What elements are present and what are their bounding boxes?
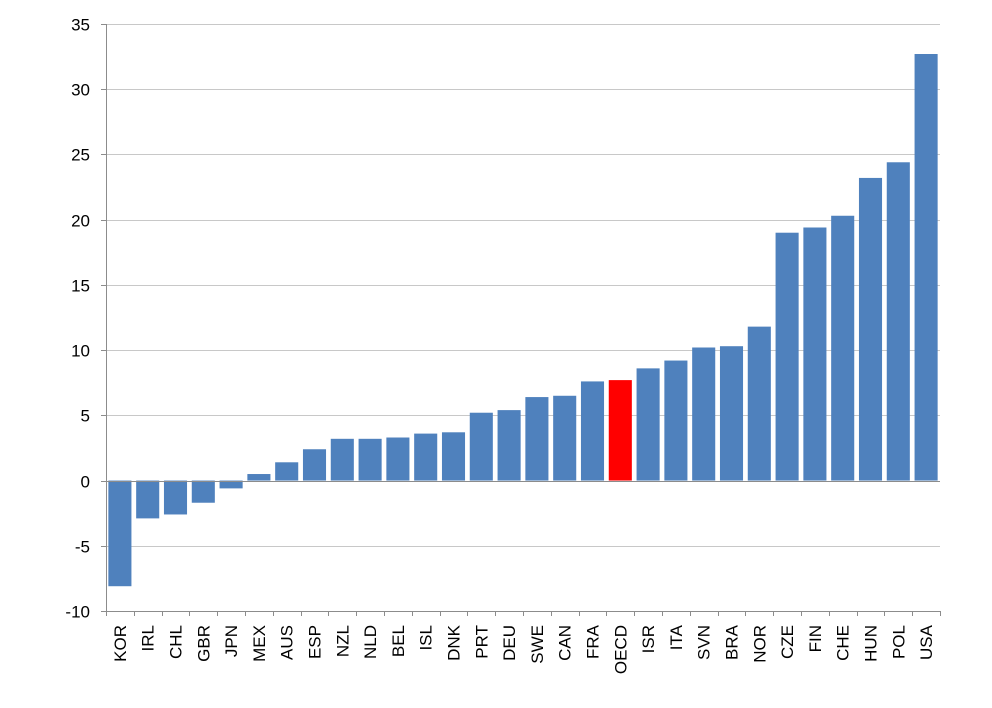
x-category-label: OECD — [611, 625, 630, 674]
x-category-label: CHE — [834, 625, 853, 661]
bar-hun — [858, 177, 883, 481]
grid-lines — [106, 24, 940, 612]
x-category-label: ESP — [306, 625, 325, 659]
bar-chl — [163, 480, 188, 515]
axes — [101, 24, 941, 616]
x-category-label: NZL — [333, 625, 352, 657]
bar-swe — [525, 397, 549, 481]
x-category-label: FIN — [806, 625, 825, 652]
bar-esp — [302, 449, 327, 481]
x-category-label: POL — [889, 625, 908, 659]
x-category-label: ISR — [639, 625, 658, 653]
y-tick-label: -10 — [65, 603, 90, 622]
y-tick-label: -5 — [75, 538, 90, 557]
bar-oecd — [608, 380, 632, 481]
y-tick-label: 5 — [81, 407, 90, 426]
bar-ita — [664, 360, 688, 481]
bar-bel — [386, 437, 410, 481]
bar-usa — [914, 54, 938, 481]
x-category-label: ISL — [417, 625, 436, 651]
x-category-label: BEL — [389, 625, 408, 657]
x-category-label: CZE — [778, 625, 797, 659]
bar-nld — [358, 438, 382, 481]
x-category-label: NLD — [361, 625, 380, 659]
x-category-label: IRL — [139, 625, 158, 651]
y-tick-label: 20 — [71, 212, 90, 231]
bar-can — [553, 395, 577, 481]
bar-gbr — [191, 480, 215, 503]
x-category-label: CAN — [556, 625, 575, 661]
bar-nzl — [330, 438, 354, 481]
bar-bra — [719, 346, 744, 481]
bar-isl — [414, 433, 438, 481]
y-tick-label: 30 — [71, 81, 90, 100]
x-category-label: JPN — [222, 625, 241, 657]
bar-isr — [636, 368, 660, 481]
x-category-label: SVN — [695, 625, 714, 660]
bar-kor — [108, 480, 132, 587]
y-tick-label: 25 — [71, 146, 90, 165]
y-axis-tick-labels: -10 -5 0 5 10 15 20 25 30 35 — [65, 16, 90, 622]
y-tick-label: 15 — [71, 277, 90, 296]
bar-svn — [692, 347, 716, 481]
bar-mex — [247, 474, 271, 481]
y-tick-label: 0 — [81, 473, 90, 492]
bar-nor — [747, 326, 771, 481]
x-category-label: GBR — [194, 625, 213, 662]
bar-prt — [469, 412, 493, 481]
x-category-label: AUS — [278, 625, 297, 660]
x-category-label: USA — [917, 624, 936, 660]
bar-pol — [886, 162, 910, 481]
x-category-label: FRA — [584, 624, 603, 659]
x-category-label: PRT — [472, 625, 491, 659]
x-category-label: MEX — [250, 625, 269, 662]
x-category-label: BRA — [723, 624, 742, 660]
x-axis-category-labels: KOR IRL CHL GBR JPN MEX AUS ESP NZL NLD BEL ISL DNK P… — [111, 624, 936, 674]
bar-cze — [775, 232, 799, 481]
x-category-label: NOR — [750, 625, 769, 663]
x-category-label: ITA — [667, 624, 686, 650]
bar-fra — [580, 381, 605, 481]
y-tick-label: 35 — [71, 16, 90, 35]
x-category-label: KOR — [111, 625, 130, 662]
bar-deu — [497, 410, 521, 481]
bars — [108, 54, 938, 587]
bar-jpn — [219, 480, 243, 489]
x-category-label: DNK — [445, 624, 464, 661]
bar-che — [831, 215, 855, 481]
bar-aus — [275, 462, 299, 481]
x-category-label: HUN — [862, 625, 881, 662]
bar-fin — [803, 227, 827, 481]
bar-irl — [136, 480, 160, 519]
x-category-label: CHL — [167, 625, 186, 659]
y-tick-label: 10 — [71, 342, 90, 361]
bar-dnk — [441, 432, 466, 481]
x-category-label: SWE — [528, 625, 547, 664]
x-category-label: DEU — [500, 625, 519, 661]
